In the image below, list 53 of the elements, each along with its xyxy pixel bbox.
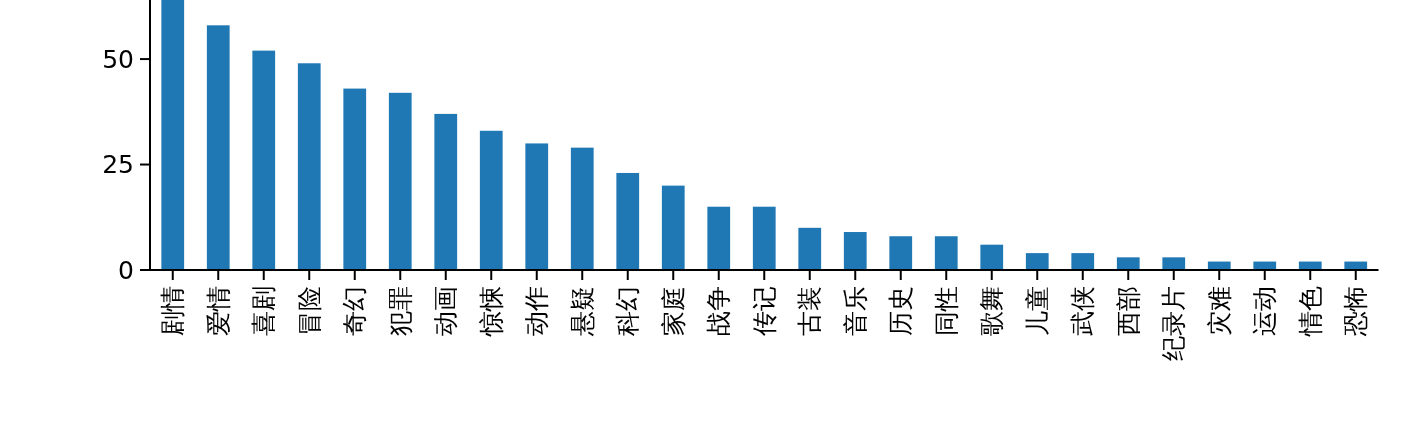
- x-tick-label: 儿童: [1022, 286, 1052, 336]
- x-tick-label: 恐怖: [1341, 286, 1371, 337]
- y-tick-label: 25: [102, 150, 134, 180]
- bar: [843, 232, 867, 270]
- x-tick-label: 冒险: [294, 286, 324, 336]
- bar: [1116, 257, 1140, 270]
- x-tick-label: 动画: [431, 286, 461, 336]
- bar: [1162, 257, 1186, 270]
- y-tick-label: 0: [118, 255, 134, 285]
- x-tick-label: 历史: [886, 286, 916, 336]
- bar: [798, 227, 822, 270]
- x-tick-label: 惊悚: [476, 286, 506, 337]
- x-tick-label: 灾难: [1204, 286, 1234, 336]
- x-tick-label: 歌舞: [977, 286, 1007, 336]
- bar: [1071, 253, 1095, 270]
- bar: [570, 147, 594, 270]
- x-tick-label: 同性: [931, 286, 961, 336]
- x-tick-label: 动作: [522, 286, 552, 336]
- x-tick-label: 音乐: [840, 286, 870, 336]
- bar: [752, 206, 776, 270]
- x-tick-label: 战争: [704, 286, 734, 336]
- x-tick-label: 家庭: [658, 286, 688, 336]
- x-tick-label: 奇幻: [340, 286, 370, 336]
- x-tick-label: 爱情: [203, 286, 233, 336]
- bar: [161, 0, 185, 270]
- x-tick-label: 西部: [1113, 286, 1143, 336]
- x-tick-label: 喜剧: [249, 286, 279, 336]
- x-tick-label: 剧情: [158, 286, 188, 336]
- bar: [297, 63, 321, 270]
- x-tick-label: 犯罪: [385, 286, 415, 336]
- y-tick-label: 50: [102, 44, 134, 74]
- bar: [661, 185, 685, 270]
- x-tick-label: 古装: [795, 286, 825, 336]
- x-tick-label: 纪录片: [1159, 286, 1189, 361]
- bar: [525, 143, 549, 270]
- bar: [343, 88, 367, 270]
- bar: [707, 206, 731, 270]
- x-tick-label: 武侠: [1068, 286, 1098, 336]
- bar: [616, 172, 640, 270]
- bar: [252, 50, 276, 270]
- x-tick-label: 科幻: [613, 286, 643, 336]
- bar: [980, 244, 1004, 270]
- x-tick-label: 运动: [1250, 286, 1280, 336]
- bar: [434, 113, 458, 270]
- x-tick-label: 情色: [1295, 286, 1325, 337]
- bar: [388, 92, 412, 270]
- bar: [479, 130, 503, 270]
- x-tick-label: 传记: [749, 286, 779, 336]
- bar: [934, 236, 958, 270]
- bar: [1025, 253, 1049, 270]
- bar: [206, 25, 230, 270]
- bar: [889, 236, 913, 270]
- x-tick-label: 悬疑: [567, 286, 597, 337]
